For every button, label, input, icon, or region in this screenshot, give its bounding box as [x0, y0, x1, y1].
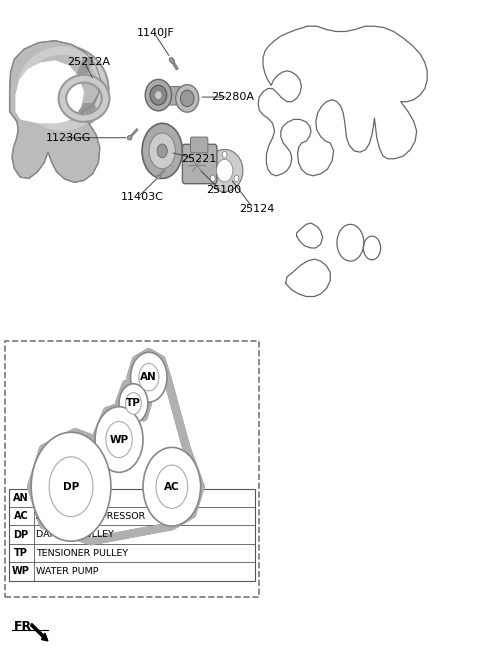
Circle shape [125, 392, 142, 415]
Text: DAMPER PULLEY: DAMPER PULLEY [36, 530, 114, 539]
Text: 25221: 25221 [181, 154, 217, 164]
Ellipse shape [169, 57, 175, 64]
Text: 25124: 25124 [239, 203, 275, 214]
FancyBboxPatch shape [182, 144, 217, 184]
Text: 11403C: 11403C [121, 192, 164, 202]
Text: TP: TP [126, 398, 141, 409]
Circle shape [31, 432, 111, 541]
Circle shape [142, 123, 182, 178]
Text: 25100: 25100 [206, 185, 241, 195]
Text: WP: WP [109, 434, 129, 445]
Circle shape [139, 363, 159, 391]
Text: 25280A: 25280A [211, 92, 254, 102]
Text: TENSIONER PULLEY: TENSIONER PULLEY [36, 548, 129, 558]
Bar [9, 489, 255, 581]
FancyArrow shape [31, 623, 48, 641]
Circle shape [157, 144, 167, 158]
Circle shape [95, 407, 143, 472]
Ellipse shape [156, 175, 160, 179]
Circle shape [49, 457, 93, 517]
Circle shape [119, 384, 148, 423]
Ellipse shape [180, 90, 194, 106]
Text: DP: DP [63, 482, 79, 492]
FancyBboxPatch shape [191, 137, 208, 153]
Ellipse shape [127, 135, 132, 140]
Text: 1123GG: 1123GG [46, 133, 91, 143]
Text: 25212A: 25212A [67, 57, 110, 68]
Polygon shape [206, 150, 243, 192]
Circle shape [106, 421, 132, 458]
Text: AN: AN [141, 372, 157, 382]
Text: DP: DP [13, 529, 29, 540]
Text: AN: AN [13, 493, 29, 503]
Text: AIR CON COMPRESSOR: AIR CON COMPRESSOR [36, 512, 146, 521]
Ellipse shape [155, 91, 162, 99]
Text: AC: AC [164, 482, 180, 492]
Circle shape [143, 447, 201, 526]
Circle shape [131, 352, 167, 402]
Ellipse shape [176, 85, 199, 112]
Bar [5, 341, 259, 597]
Text: TP: TP [14, 548, 28, 558]
Circle shape [216, 159, 233, 182]
Text: WP: WP [12, 566, 30, 577]
Ellipse shape [145, 79, 172, 111]
FancyBboxPatch shape [163, 87, 185, 105]
Text: AC: AC [14, 511, 28, 522]
Text: ALTERNATOR: ALTERNATOR [36, 493, 98, 502]
Polygon shape [15, 60, 84, 123]
Circle shape [210, 175, 215, 182]
Text: FR: FR [13, 620, 32, 633]
Circle shape [156, 465, 188, 508]
Ellipse shape [150, 85, 167, 105]
Circle shape [222, 152, 227, 158]
Circle shape [234, 175, 239, 182]
Text: WATER PUMP: WATER PUMP [36, 567, 99, 576]
Polygon shape [10, 41, 101, 182]
Text: 1140JF: 1140JF [137, 28, 175, 38]
Circle shape [149, 133, 175, 169]
